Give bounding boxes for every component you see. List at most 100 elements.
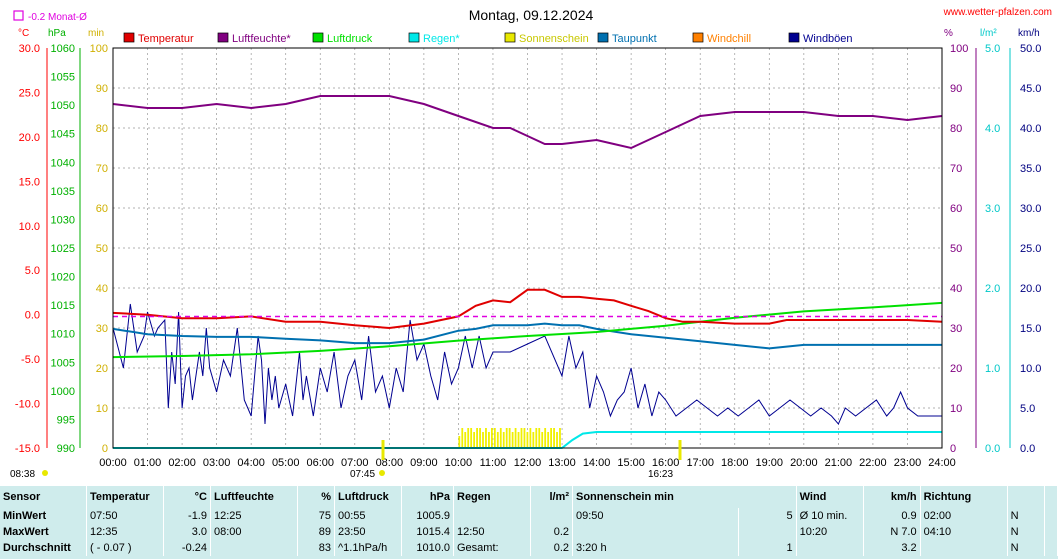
temp-tick-label: -15.0 [15, 443, 40, 455]
pressure-tick-label: 1000 [51, 386, 75, 398]
temp-tick-label: -10.0 [15, 399, 40, 411]
temp-tick-label: 30.0 [19, 43, 40, 55]
sunshine-bar [517, 432, 520, 448]
pressure-tick-label: 1015 [51, 300, 75, 312]
minutes-tick-label: 60 [96, 203, 108, 215]
sunshine-bar [523, 428, 526, 448]
wind-tick-label: 35.0 [1020, 163, 1041, 175]
source-label: www.wetter-pfalzen.com [943, 7, 1052, 18]
sunrise-bottom-label: 08:38 [10, 469, 35, 480]
weather-chart: Montag, 09.12.2024 www.wetter-pfalzen.co… [10, 7, 1052, 480]
stats-row-max: MaxWert 12:35 3.0 08:00 89 23:50 1015.4 … [0, 524, 1058, 540]
wind-tick-label: 25.0 [1020, 243, 1041, 255]
stats-spacer [1044, 508, 1058, 524]
sunshine-bar [511, 432, 514, 448]
sunrise-bottom-icon [42, 470, 48, 476]
stats-spacer [1044, 524, 1058, 540]
stats-panel: Sensor Temperatur °C Luftfeuchte % Luftd… [0, 486, 1058, 559]
temp-tick-label: 15.0 [19, 176, 40, 188]
temp-tick-label: 25.0 [19, 87, 40, 99]
x-tick-label: 22:00 [859, 457, 887, 469]
stats-cell: ( - 0.07 ) [86, 540, 164, 556]
pressure-tick-label: 1055 [51, 72, 75, 84]
legend-label: Regen* [423, 33, 460, 45]
plot-border [112, 47, 943, 449]
temp-tick-label: 0.0 [25, 310, 40, 322]
stats-cell: 12:50 [453, 524, 531, 540]
temp-unit: °C [18, 28, 29, 39]
legend-label: Windchill [707, 33, 751, 45]
stats-header-row: Sensor Temperatur °C Luftfeuchte % Luftd… [0, 486, 1058, 508]
legend-swatch [504, 32, 516, 43]
stats-cell: -1.9 [163, 508, 211, 524]
stats-table: Sensor Temperatur °C Luftfeuchte % Luftd… [0, 486, 1058, 556]
x-tick-label: 08:00 [376, 457, 404, 469]
x-tick-label: 21:00 [825, 457, 853, 469]
sunshine-bar [559, 428, 561, 448]
avg-marker-icon [13, 10, 24, 21]
humidity-tick-label: 50 [950, 243, 962, 255]
stats-cell: 3:20 h [572, 540, 739, 556]
minutes-tick-label: 30 [96, 323, 108, 335]
stats-cell: Ø 10 min. [796, 508, 864, 524]
rain-unit: l/m² [980, 28, 997, 39]
sunshine-bar [505, 428, 508, 448]
temp-tick-label: 20.0 [19, 132, 40, 144]
stats-header-humidity: Luftfeuchte [210, 486, 298, 508]
stats-row-label: MaxWert [0, 524, 87, 540]
stats-cell: 04:10 [920, 524, 1008, 540]
minutes-unit: min [88, 28, 104, 39]
legend-swatch [217, 32, 229, 43]
wind-tick-label: 10.0 [1020, 363, 1041, 375]
stats-cell: 02:00 [920, 508, 1008, 524]
pressure-tick-label: 1040 [51, 157, 75, 169]
sunshine-bar [496, 432, 499, 448]
legend-swatch [788, 32, 800, 43]
stats-cell [453, 508, 531, 524]
sunshine-bar [493, 428, 496, 448]
x-tick-label: 11:00 [480, 457, 507, 469]
series-line-luftfeuchte [112, 95, 943, 150]
pressure-tick-label: 1025 [51, 243, 75, 255]
sunshine-bar [532, 432, 535, 448]
legend-swatch [597, 32, 609, 43]
sunshine-bar [553, 428, 555, 448]
wind-tick-label: 45.0 [1020, 83, 1041, 95]
minutes-tick-label: 80 [96, 123, 108, 135]
legend-label: Temperatur [138, 33, 194, 45]
legend-label: Sonnenschein [519, 33, 589, 45]
stats-cell [530, 508, 573, 524]
humidity-tick-label: 60 [950, 203, 962, 215]
stats-cell: 89 [297, 524, 335, 540]
x-tick-label: 05:00 [272, 457, 300, 469]
stats-cell: 5 [738, 508, 797, 524]
sunshine-bar [541, 432, 544, 448]
rain-tick-label: 3.0 [985, 203, 1000, 215]
legend-swatch [312, 32, 324, 43]
legend-swatch [408, 32, 420, 43]
rain-tick-label: 1.0 [985, 363, 1000, 375]
x-tick-label: 19:00 [756, 457, 784, 469]
pressure-tick-label: 1050 [51, 100, 75, 112]
sunshine-bar [529, 428, 532, 448]
sunshine-bar [508, 428, 511, 448]
pressure-tick-label: 990 [57, 443, 75, 455]
chart-title: Montag, 09.12.2024 [469, 7, 594, 23]
sunshine-bar [461, 428, 464, 448]
stats-row-min: MinWert 07:50 -1.9 12:25 75 00:55 1005.9… [0, 508, 1058, 524]
sunshine-bar [479, 428, 481, 448]
stats-header-rain: Regen [453, 486, 531, 508]
sunshine-bar [485, 428, 487, 448]
sunrise-icon [379, 470, 385, 476]
humidity-tick-label: 40 [950, 283, 962, 295]
x-tick-label: 24:00 [928, 457, 956, 469]
x-tick-label: 07:00 [341, 457, 369, 469]
stats-row-label: Durchschnitt [0, 540, 87, 556]
series-line-luftdruck [112, 301, 943, 359]
legend-label: Luftdruck [327, 33, 373, 45]
sunshine-bar [467, 428, 470, 448]
x-tick-label: 06:00 [306, 457, 334, 469]
minutes-tick-label: 10 [96, 403, 108, 415]
stats-header-pressure: Luftdruck [334, 486, 402, 508]
stats-cell: 1010.0 [401, 540, 454, 556]
